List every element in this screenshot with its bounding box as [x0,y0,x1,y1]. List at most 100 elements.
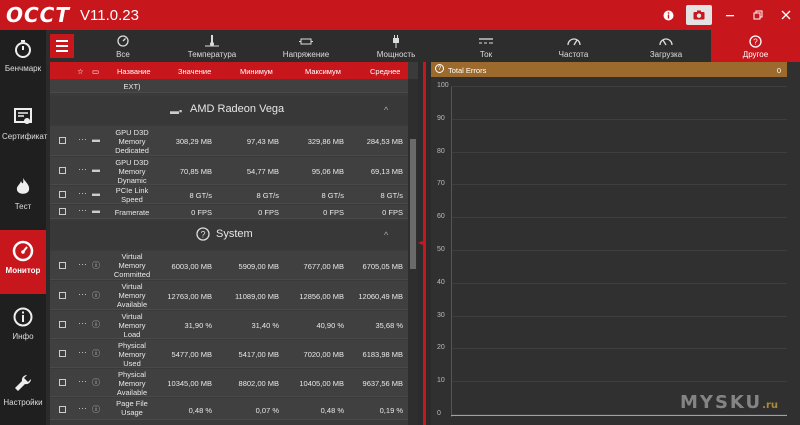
sidebar-item-label: Монитор [5,266,41,275]
sidebar-item-label: Бенчмарк [4,64,42,73]
tab-current[interactable]: Ток [451,30,521,62]
table-row: ··· ▬ GPU D3D Memory Dynamic 70,85 MB 54… [50,157,408,185]
more-options-icon[interactable]: ··· [78,134,87,144]
col-max[interactable]: Максимум [305,67,341,76]
sidebar: Бенчмарк Сертификат Тест Монитор Инфо На… [0,30,47,425]
more-options-icon[interactable]: ··· [78,376,87,386]
row-checkbox[interactable] [59,262,66,269]
table-row: ··· ⓘ Virtual Memory Load 31,90 % 31,40 … [50,311,408,339]
wrench-icon [12,372,34,394]
col-name[interactable]: Название [117,67,151,76]
row-checkbox[interactable] [59,191,66,198]
info-icon[interactable] [654,0,682,30]
chart-value: 0 [776,66,781,75]
question-icon: ⓘ [92,261,100,270]
sensor-max: 329,86 MB [307,137,344,146]
sensor-max: 0 FPS [323,208,344,217]
question-icon[interactable]: ? [435,64,444,73]
more-options-icon[interactable]: ··· [78,259,87,269]
col-min[interactable]: Минимум [240,67,273,76]
question-icon: ⓘ [92,378,100,387]
tab-voltage[interactable]: Напряжение [266,30,346,62]
monitor-icon[interactable]: ▭ [92,67,100,76]
hamburger-menu-icon[interactable] [50,34,74,58]
sensor-name: Page File Usage [116,399,148,417]
scrollbar-thumb[interactable] [410,139,416,269]
gridline [451,282,787,284]
sidebar-item-label: Инфо [12,332,34,341]
sensor-value: 308,29 MB [175,137,212,146]
sidebar-item-info[interactable]: Инфо [0,306,46,356]
sidebar-item-test[interactable]: Тест [0,176,46,226]
chart-header: ? Total Errors 0 [431,62,787,77]
sensor-avg: 69,13 MB [370,167,403,176]
row-checkbox[interactable] [59,137,66,144]
gridline [451,86,787,87]
minimize-icon[interactable] [716,0,744,30]
more-options-icon[interactable]: ··· [78,205,87,215]
sensor-max: 10405,00 MB [299,379,344,388]
tab-other[interactable]: ? Другое [711,30,800,62]
row-checkbox[interactable] [59,350,66,357]
y-tick-label: 80 [437,147,445,155]
more-options-icon[interactable]: ··· [78,347,87,357]
thermometer-icon [204,34,220,48]
table-row: ··· ▬ Framerate 0 FPS 0 FPS 0 FPS 0 FPS [50,205,408,219]
row-checkbox[interactable] [59,167,66,174]
more-options-icon[interactable]: ··· [78,403,87,413]
sensor-min: 31,40 % [251,321,279,330]
sensor-name: Virtual Memory Available [116,282,148,309]
star-icon[interactable]: ☆ [77,67,84,76]
more-options-icon[interactable]: ··· [78,164,87,174]
y-tick-label: 100 [437,82,449,89]
more-options-icon[interactable]: ··· [78,188,87,198]
table-row: ··· ⓘ Virtual Memory Committed 6003,00 M… [50,251,408,280]
row-checkbox[interactable] [59,321,66,328]
col-avg[interactable]: Среднее [370,67,401,76]
current-icon [478,34,494,48]
sensor-min: 0 FPS [258,208,279,217]
sensor-max: 7020,00 MB [303,350,344,359]
sidebar-item-benchmark[interactable]: Бенчмарк [0,38,46,88]
tab-all[interactable]: Все [88,30,158,62]
y-tick-label: 60 [437,213,445,221]
sensor-value: 10345,00 MB [167,379,212,388]
more-options-icon[interactable]: ··· [78,318,87,328]
splitter-arrows-icon[interactable]: ◂▸ [418,238,427,247]
table-scrollbar[interactable] [408,79,418,425]
tab-load[interactable]: Загрузка [626,30,706,62]
more-options-icon[interactable]: ··· [78,289,87,299]
question-icon: ⓘ [92,320,100,329]
col-value[interactable]: Значение [178,67,212,76]
row-checkbox[interactable] [59,208,66,215]
close-icon[interactable] [772,0,800,30]
sensor-name: Physical Memory Available [116,370,148,397]
stopwatch-icon [12,38,34,60]
gpu-icon: ▬ [92,165,100,174]
sensor-min: 54,77 MB [246,167,279,176]
sensor-min: 5417,00 MB [238,350,279,359]
sensor-avg: 9637,56 MB [362,379,403,388]
sidebar-item-certificate[interactable]: Сертификат [0,106,47,166]
row-checkbox[interactable] [59,406,66,413]
sidebar-item-monitor[interactable]: Монитор [0,230,46,294]
chevron-up-icon[interactable]: ^ [384,230,389,240]
tab-power[interactable]: Мощность [356,30,436,62]
screenshot-camera-icon[interactable] [686,5,712,25]
sensor-avg: 6705,05 MB [362,262,403,271]
tab-frequency[interactable]: Частота [536,30,611,62]
panel-splitter[interactable] [423,62,426,425]
row-checkbox[interactable] [59,292,66,299]
row-checkbox[interactable] [59,379,66,386]
group-header-system[interactable]: ? System ^ [50,221,408,249]
table-row: ··· ⓘ Virtual Memory Available 12763,00 … [50,281,408,310]
plug-icon [298,34,314,48]
chevron-up-icon[interactable]: ^ [384,105,389,115]
sidebar-item-settings[interactable]: Настройки [0,372,46,422]
sensor-min: 5909,00 MB [238,262,279,271]
load-gauge-icon [658,34,674,48]
tab-temperature[interactable]: Температура [172,30,252,62]
group-header-gpu[interactable]: ▬▪ AMD Radeon Vega ^ [50,96,408,124]
restore-icon[interactable] [744,0,772,30]
sensor-name: GPU D3D Memory Dynamic [115,158,149,185]
